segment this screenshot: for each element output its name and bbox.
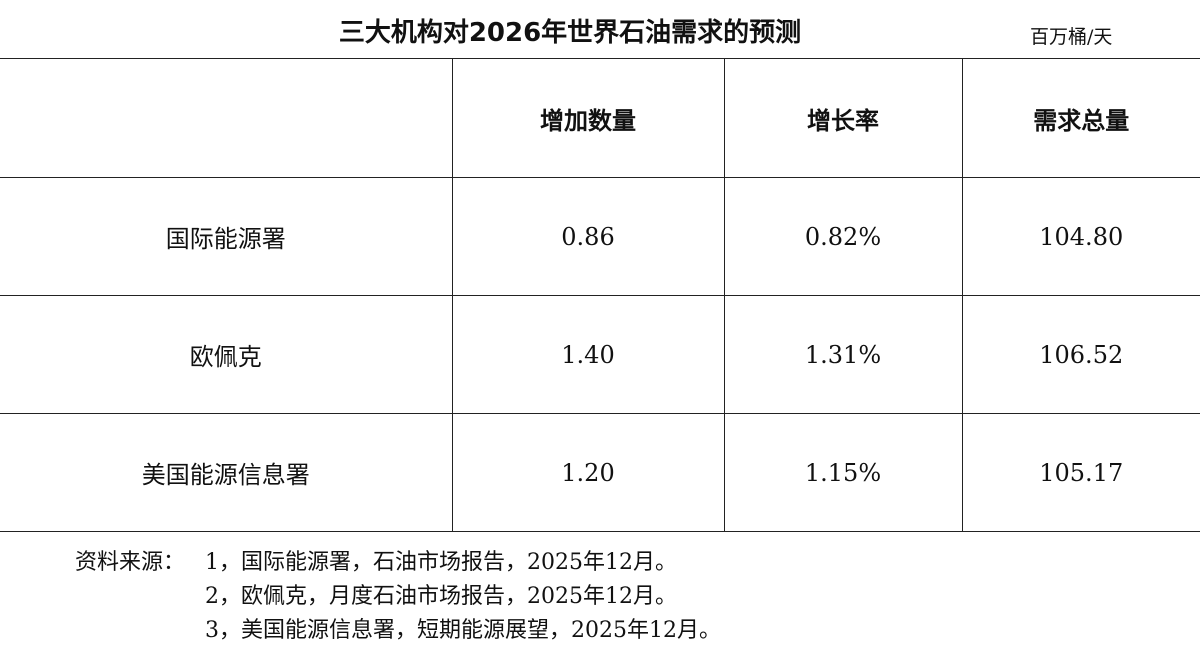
- table-cell: 106.52: [961, 295, 1200, 414]
- table-cell: 1.20: [451, 413, 725, 532]
- table-cell: 0.86: [451, 177, 725, 296]
- column-header: 增长率: [723, 58, 963, 178]
- row-header: 欧佩克: [0, 295, 453, 414]
- row-header: 美国能源信息署: [0, 413, 453, 532]
- header-row: 增加数量 增长率 需求总量: [0, 58, 1200, 178]
- table-cell: 104.80: [961, 177, 1200, 296]
- footnote: 3，美国能源信息署，短期能源展望，2025年12月。: [205, 618, 721, 643]
- table-row: 国际能源署 0.86 0.82% 104.80: [0, 177, 1200, 296]
- data-table: 增加数量 增长率 需求总量 国际能源署 0.86 0.82% 104.80 欧佩克 1.4…: [0, 58, 1200, 532]
- footnote: 2，欧佩克，月度石油市场报告，2025年12月。: [205, 584, 677, 609]
- footnote-row: 3，美国能源信息署，短期能源展望，2025年12月。: [75, 614, 721, 648]
- column-header: 增加数量: [451, 58, 725, 178]
- table-cell: 105.17: [961, 413, 1200, 532]
- spacer: [75, 614, 205, 648]
- row-header: 国际能源署: [0, 177, 453, 296]
- footnote-row: 2，欧佩克，月度石油市场报告，2025年12月。: [75, 580, 721, 614]
- table-cell: 1.15%: [723, 413, 963, 532]
- table-cell: 1.31%: [723, 295, 963, 414]
- footnotes: 资料来源： 1，国际能源署，石油市场报告，2025年12月。 2，欧佩克，月度石油…: [75, 546, 721, 648]
- corner-cell: [0, 58, 453, 178]
- footnote: 1，国际能源署，石油市场报告，2025年12月。: [205, 550, 677, 575]
- column-header: 需求总量: [961, 58, 1200, 178]
- footnote-label: 资料来源：: [75, 550, 186, 575]
- footnote-row: 资料来源： 1，国际能源署，石油市场报告，2025年12月。: [75, 546, 721, 580]
- spacer: [75, 580, 205, 614]
- table-row: 美国能源信息署 1.20 1.15% 105.17: [0, 413, 1200, 532]
- table-cell: 1.40: [451, 295, 725, 414]
- table-row: 欧佩克 1.40 1.31% 106.52: [0, 295, 1200, 414]
- title: 三大机构对2026年世界石油需求的预测: [338, 18, 802, 48]
- unit: 百万桶/天: [1030, 26, 1113, 48]
- table-cell: 0.82%: [723, 177, 963, 296]
